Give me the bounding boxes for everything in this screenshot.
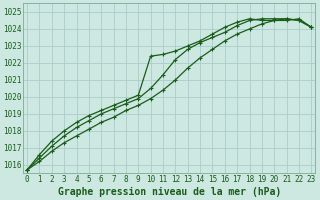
X-axis label: Graphe pression niveau de la mer (hPa): Graphe pression niveau de la mer (hPa): [58, 186, 281, 197]
